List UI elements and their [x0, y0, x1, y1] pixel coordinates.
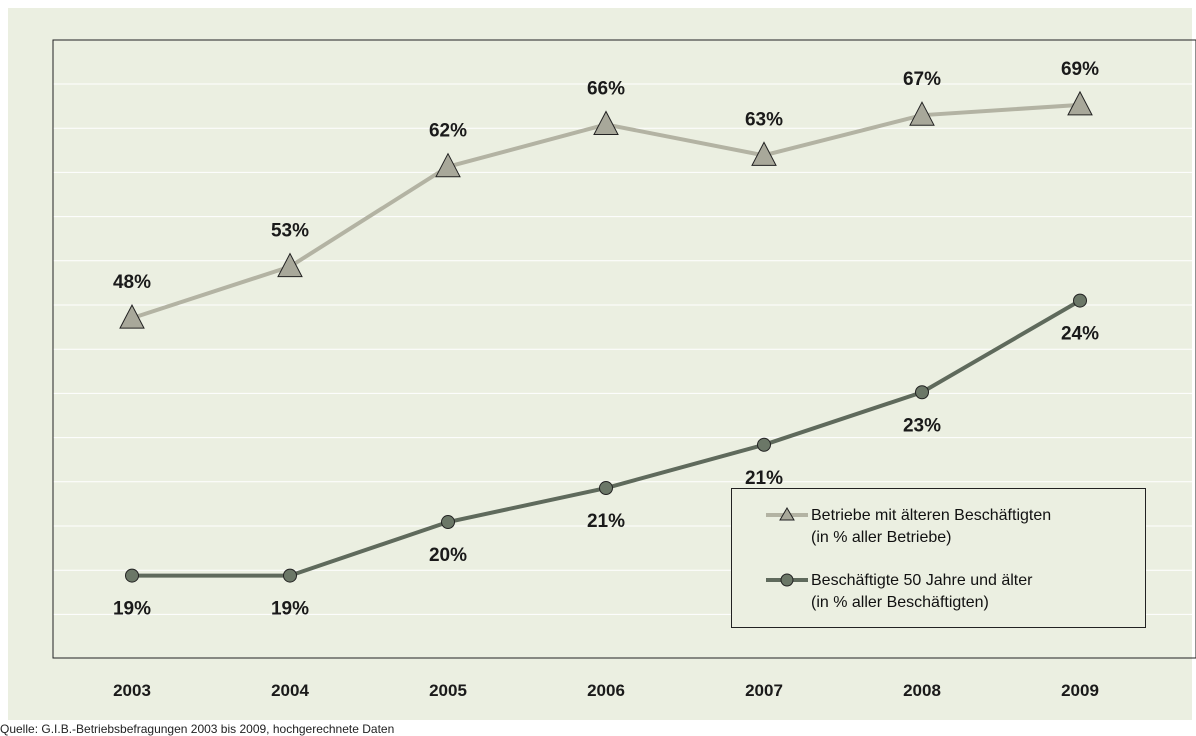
data-label: 23%	[903, 415, 941, 436]
x-tick-label: 2004	[271, 681, 309, 700]
x-tick-label: 2006	[587, 681, 625, 700]
triangle-marker	[1068, 92, 1092, 115]
data-label: 19%	[271, 599, 309, 620]
legend-label-betriebe-line1: Betriebe mit älteren Beschäftigten	[811, 505, 1051, 527]
circle-marker	[1074, 294, 1087, 307]
circle-marker	[126, 569, 139, 582]
data-label: 63%	[745, 109, 783, 130]
legend-label-betriebe-line2: (in % aller Betriebe)	[811, 527, 952, 549]
data-label: 21%	[587, 511, 625, 532]
legend-circle-symbol	[764, 570, 810, 590]
data-label: 69%	[1061, 59, 1099, 80]
data-label: 19%	[113, 599, 151, 620]
data-label: 24%	[1061, 324, 1099, 345]
data-label: 62%	[429, 121, 467, 142]
circle-marker	[442, 516, 455, 529]
legend-triangle-symbol	[764, 505, 810, 525]
triangle-marker	[278, 254, 302, 277]
circle-marker	[916, 386, 929, 399]
data-label: 21%	[745, 468, 783, 489]
legend: Betriebe mit älteren Beschäftigten (in %…	[731, 488, 1146, 628]
x-axis-ticks: 2003 2004 2005 2006 2007 2008 2009	[113, 681, 1099, 700]
series-line	[132, 105, 1080, 318]
x-tick-label: 2009	[1061, 681, 1099, 700]
x-tick-label: 2005	[429, 681, 467, 700]
data-label: 67%	[903, 69, 941, 90]
x-tick-label: 2003	[113, 681, 151, 700]
series-betriebe: 48% 53% 62% 66% 63% 67% 69%	[113, 59, 1099, 328]
x-tick-label: 2007	[745, 681, 783, 700]
data-label: 66%	[587, 78, 625, 99]
data-label: 20%	[429, 545, 467, 566]
circle-marker	[600, 482, 613, 495]
circle-marker	[284, 569, 297, 582]
legend-label-beschaeftigte-line2: (in % aller Beschäftigten)	[811, 592, 989, 614]
circle-marker	[758, 438, 771, 451]
legend-label-beschaeftigte-line1: Beschäftigte 50 Jahre und älter	[811, 570, 1032, 592]
data-label: 48%	[113, 272, 151, 293]
triangle-marker	[594, 111, 618, 134]
data-label: 53%	[271, 221, 309, 242]
source-note: Quelle: G.I.B.-Betriebsbefragungen 2003 …	[0, 722, 394, 736]
x-tick-label: 2008	[903, 681, 941, 700]
